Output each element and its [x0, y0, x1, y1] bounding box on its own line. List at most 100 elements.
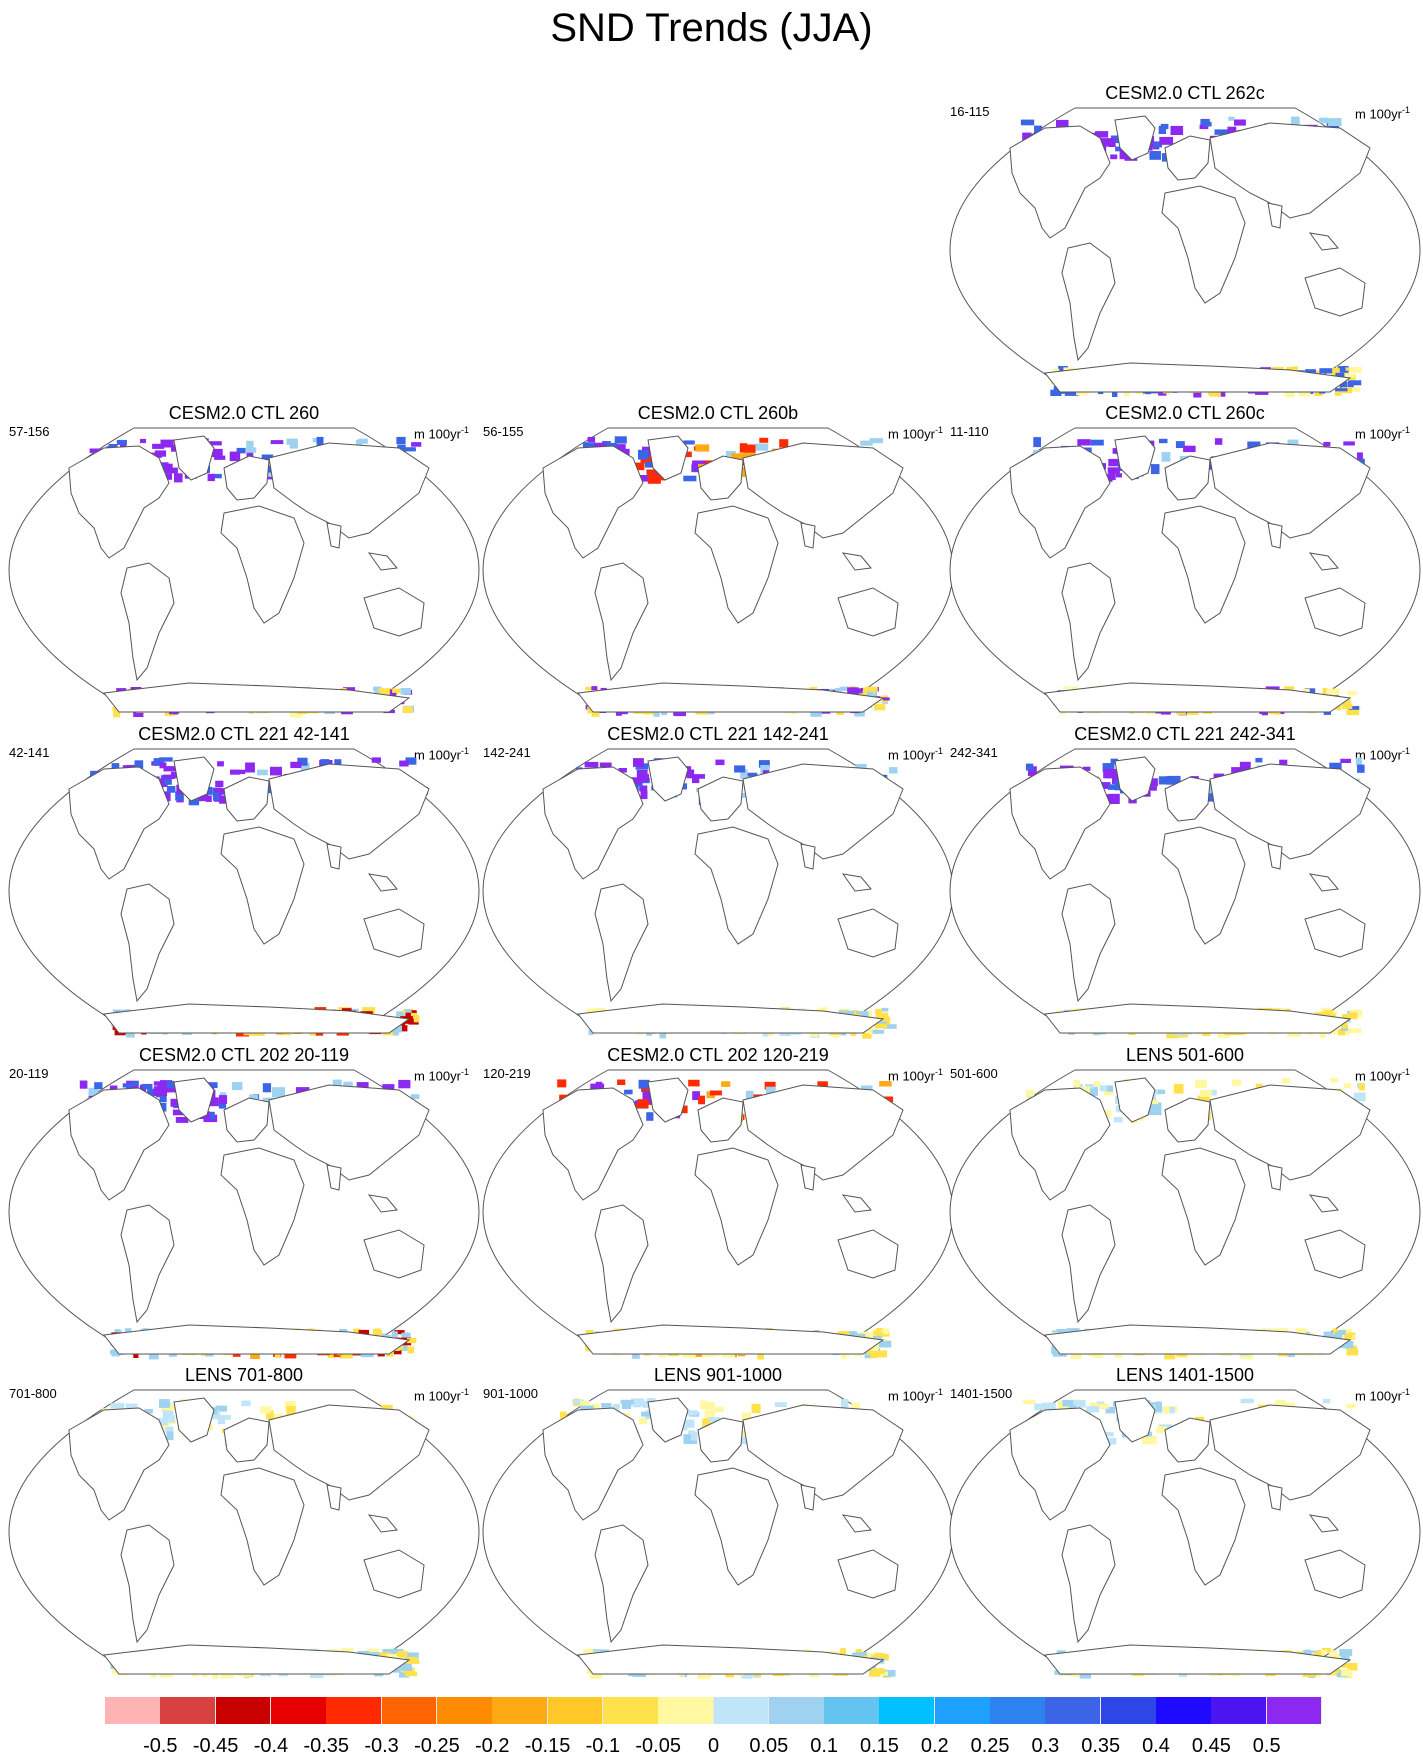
trend-cell — [405, 757, 417, 765]
coastline — [220, 826, 305, 945]
panel-year-range: 16-115 — [950, 104, 990, 119]
trend-cell — [1321, 1649, 1328, 1654]
coastline — [1161, 505, 1246, 624]
coastline — [697, 455, 744, 501]
trend-cell — [1114, 1117, 1123, 1123]
trend-cell — [1025, 1089, 1035, 1099]
coastline — [1044, 1003, 1352, 1034]
trend-cell — [391, 1331, 398, 1338]
coastline — [1308, 1194, 1339, 1213]
trend-cell — [810, 709, 822, 717]
trend-cell — [397, 444, 406, 453]
trend-cell — [560, 1411, 567, 1421]
coastline — [837, 1229, 899, 1279]
coastline — [542, 1087, 644, 1201]
panel-title: CESM2.0 CTL 260b — [637, 403, 799, 423]
trend-cell — [1283, 686, 1295, 690]
coastline — [841, 1194, 872, 1213]
trend-cell — [1166, 775, 1181, 785]
trend-cell — [358, 438, 368, 444]
coastline — [326, 843, 342, 870]
trend-cell — [1325, 1650, 1337, 1654]
trend-cell — [142, 1083, 153, 1090]
trend-cell — [1347, 1663, 1358, 1671]
trend-cell — [174, 473, 183, 483]
trend-cell — [382, 1084, 395, 1091]
trend-cell — [1099, 1085, 1108, 1092]
trend-cell — [397, 1651, 408, 1658]
trend-cell — [585, 1330, 594, 1335]
trend-cell — [1227, 126, 1237, 134]
coastline — [103, 1644, 411, 1675]
trend-cell — [132, 1081, 139, 1086]
colorbar-swatch — [713, 1697, 770, 1724]
world-map — [949, 1069, 1421, 1360]
trend-cell — [1027, 766, 1037, 776]
world-map — [8, 427, 480, 718]
trend-cell — [1086, 1406, 1099, 1413]
trend-cell — [212, 792, 220, 801]
trend-cell — [740, 769, 748, 779]
trend-cell — [400, 688, 411, 695]
trend-cell — [230, 769, 240, 775]
colorbar-tick-label: 0.1 — [810, 1735, 839, 1757]
trend-cell — [218, 1095, 228, 1104]
trend-cell — [1157, 1407, 1169, 1412]
trend-cell — [167, 1080, 175, 1088]
coastline — [742, 1084, 904, 1181]
coastline — [697, 1417, 744, 1463]
coastline — [1044, 362, 1352, 393]
coastline — [173, 1397, 215, 1443]
trend-cell — [1148, 1107, 1162, 1116]
trend-cell — [702, 1418, 711, 1429]
colorbar-swatch — [824, 1697, 880, 1724]
colorbar-swatch — [547, 1697, 604, 1724]
trend-cell — [126, 1030, 135, 1038]
trend-cell — [204, 1082, 218, 1089]
colorbar-swatch — [1156, 1697, 1212, 1724]
trend-cell — [1341, 373, 1355, 378]
coastline — [120, 1524, 175, 1644]
trend-cell — [685, 1419, 695, 1428]
coastline — [742, 1404, 904, 1501]
trend-cell — [692, 775, 700, 784]
trend-cell — [144, 1409, 153, 1414]
colorbar-swatch — [436, 1697, 493, 1724]
trend-cell — [1164, 1351, 1176, 1360]
colorbar-swatch — [326, 1697, 383, 1724]
trend-cell — [1335, 1332, 1342, 1339]
trend-cell — [320, 759, 330, 765]
trend-cell — [175, 791, 184, 801]
coastline — [220, 1147, 305, 1266]
trend-cell — [849, 1331, 856, 1337]
panel-units: m 100yr-1 — [414, 425, 469, 442]
trend-cell — [1338, 1330, 1346, 1337]
trend-cell — [642, 446, 655, 456]
coastline — [1114, 1397, 1156, 1443]
trend-cell — [79, 1080, 88, 1089]
coastline — [577, 1324, 885, 1355]
trend-cell — [113, 709, 121, 718]
trend-cell — [1106, 794, 1119, 804]
trend-cell — [1340, 758, 1351, 763]
trend-cell — [1161, 153, 1169, 162]
colorbar-tick-label: -0.5 — [143, 1735, 178, 1757]
trend-cell — [877, 1012, 884, 1019]
trend-cell — [1119, 149, 1131, 160]
coastline — [120, 562, 175, 682]
trend-cell — [402, 706, 413, 714]
trend-cell — [618, 768, 627, 773]
trend-cell — [1315, 1012, 1328, 1017]
trend-cell — [215, 780, 224, 788]
trend-cell — [1034, 1403, 1044, 1411]
trend-cell — [249, 1094, 259, 1101]
coastline — [1304, 587, 1366, 637]
trend-cell — [1062, 1399, 1074, 1407]
trend-cell — [1334, 388, 1342, 396]
coastline — [800, 1484, 816, 1511]
trend-cell — [147, 1088, 159, 1097]
panel-year-range: 1401-1500 — [950, 1386, 1013, 1401]
trend-cell — [1347, 387, 1361, 392]
panel-year-range: 142-241 — [483, 745, 531, 760]
panel-title: LENS 1401-1500 — [1115, 1365, 1255, 1385]
